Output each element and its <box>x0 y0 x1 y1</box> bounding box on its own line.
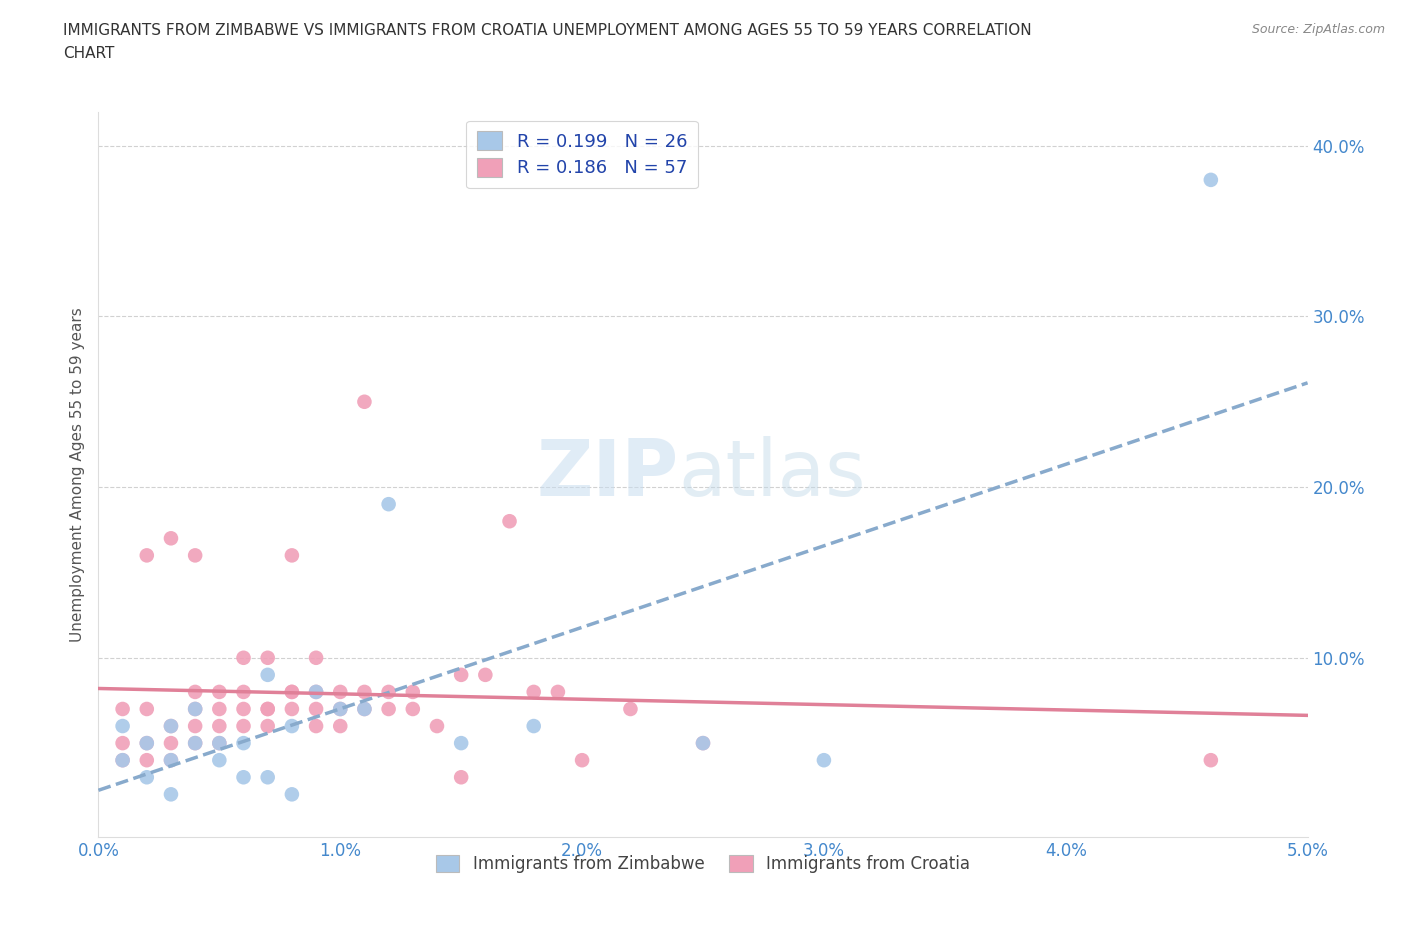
Point <box>232 650 254 665</box>
Point <box>111 736 134 751</box>
Point <box>111 719 134 734</box>
Point <box>184 736 207 751</box>
Point <box>281 701 304 716</box>
Point <box>281 787 304 802</box>
Point <box>135 770 157 785</box>
Point <box>281 684 304 699</box>
Text: IMMIGRANTS FROM ZIMBABWE VS IMMIGRANTS FROM CROATIA UNEMPLOYMENT AMONG AGES 55 T: IMMIGRANTS FROM ZIMBABWE VS IMMIGRANTS F… <box>63 23 1032 38</box>
Point <box>184 719 207 734</box>
Text: ZIP: ZIP <box>537 436 679 512</box>
Point <box>402 701 425 716</box>
Legend: Immigrants from Zimbabwe, Immigrants from Croatia: Immigrants from Zimbabwe, Immigrants fro… <box>429 848 977 880</box>
Y-axis label: Unemployment Among Ages 55 to 59 years: Unemployment Among Ages 55 to 59 years <box>69 307 84 642</box>
Point <box>377 684 399 699</box>
Point <box>135 752 157 767</box>
Point <box>813 752 835 767</box>
Point <box>135 701 157 716</box>
Point <box>305 701 328 716</box>
Point <box>329 701 352 716</box>
Point <box>208 736 231 751</box>
Point <box>256 701 278 716</box>
Point <box>160 752 183 767</box>
Point <box>135 548 157 563</box>
Point <box>353 684 375 699</box>
Point <box>160 531 183 546</box>
Point <box>353 701 375 716</box>
Point <box>329 684 352 699</box>
Text: Source: ZipAtlas.com: Source: ZipAtlas.com <box>1251 23 1385 36</box>
Point <box>1199 172 1222 187</box>
Text: atlas: atlas <box>679 436 866 512</box>
Point <box>160 752 183 767</box>
Point <box>523 684 546 699</box>
Point <box>256 701 278 716</box>
Point <box>523 719 546 734</box>
Text: CHART: CHART <box>63 46 115 61</box>
Point <box>474 668 496 683</box>
Point <box>692 736 714 751</box>
Point <box>208 719 231 734</box>
Point <box>208 684 231 699</box>
Point <box>184 684 207 699</box>
Point <box>619 701 641 716</box>
Point <box>256 650 278 665</box>
Point <box>305 650 328 665</box>
Point <box>498 513 520 528</box>
Point <box>377 497 399 512</box>
Point <box>232 770 254 785</box>
Point <box>377 701 399 716</box>
Point <box>111 752 134 767</box>
Point <box>208 752 231 767</box>
Point <box>450 668 472 683</box>
Point <box>426 719 449 734</box>
Point <box>547 684 569 699</box>
Point <box>135 736 157 751</box>
Point <box>256 668 278 683</box>
Point <box>281 548 304 563</box>
Point <box>208 736 231 751</box>
Point <box>184 548 207 563</box>
Point <box>111 701 134 716</box>
Point <box>135 736 157 751</box>
Point <box>450 736 472 751</box>
Point <box>160 736 183 751</box>
Point <box>184 736 207 751</box>
Point <box>305 684 328 699</box>
Point <box>232 736 254 751</box>
Point <box>256 719 278 734</box>
Point <box>305 719 328 734</box>
Point <box>184 701 207 716</box>
Point <box>160 719 183 734</box>
Point <box>232 701 254 716</box>
Point <box>353 394 375 409</box>
Point <box>232 684 254 699</box>
Point <box>256 770 278 785</box>
Point <box>692 736 714 751</box>
Point <box>160 719 183 734</box>
Point <box>232 719 254 734</box>
Point <box>184 701 207 716</box>
Point <box>281 684 304 699</box>
Point <box>1199 752 1222 767</box>
Point <box>281 719 304 734</box>
Point <box>450 770 472 785</box>
Point <box>329 719 352 734</box>
Point <box>208 701 231 716</box>
Point <box>353 701 375 716</box>
Point <box>329 701 352 716</box>
Point <box>160 787 183 802</box>
Point <box>305 684 328 699</box>
Point <box>402 684 425 699</box>
Point <box>571 752 593 767</box>
Point <box>111 752 134 767</box>
